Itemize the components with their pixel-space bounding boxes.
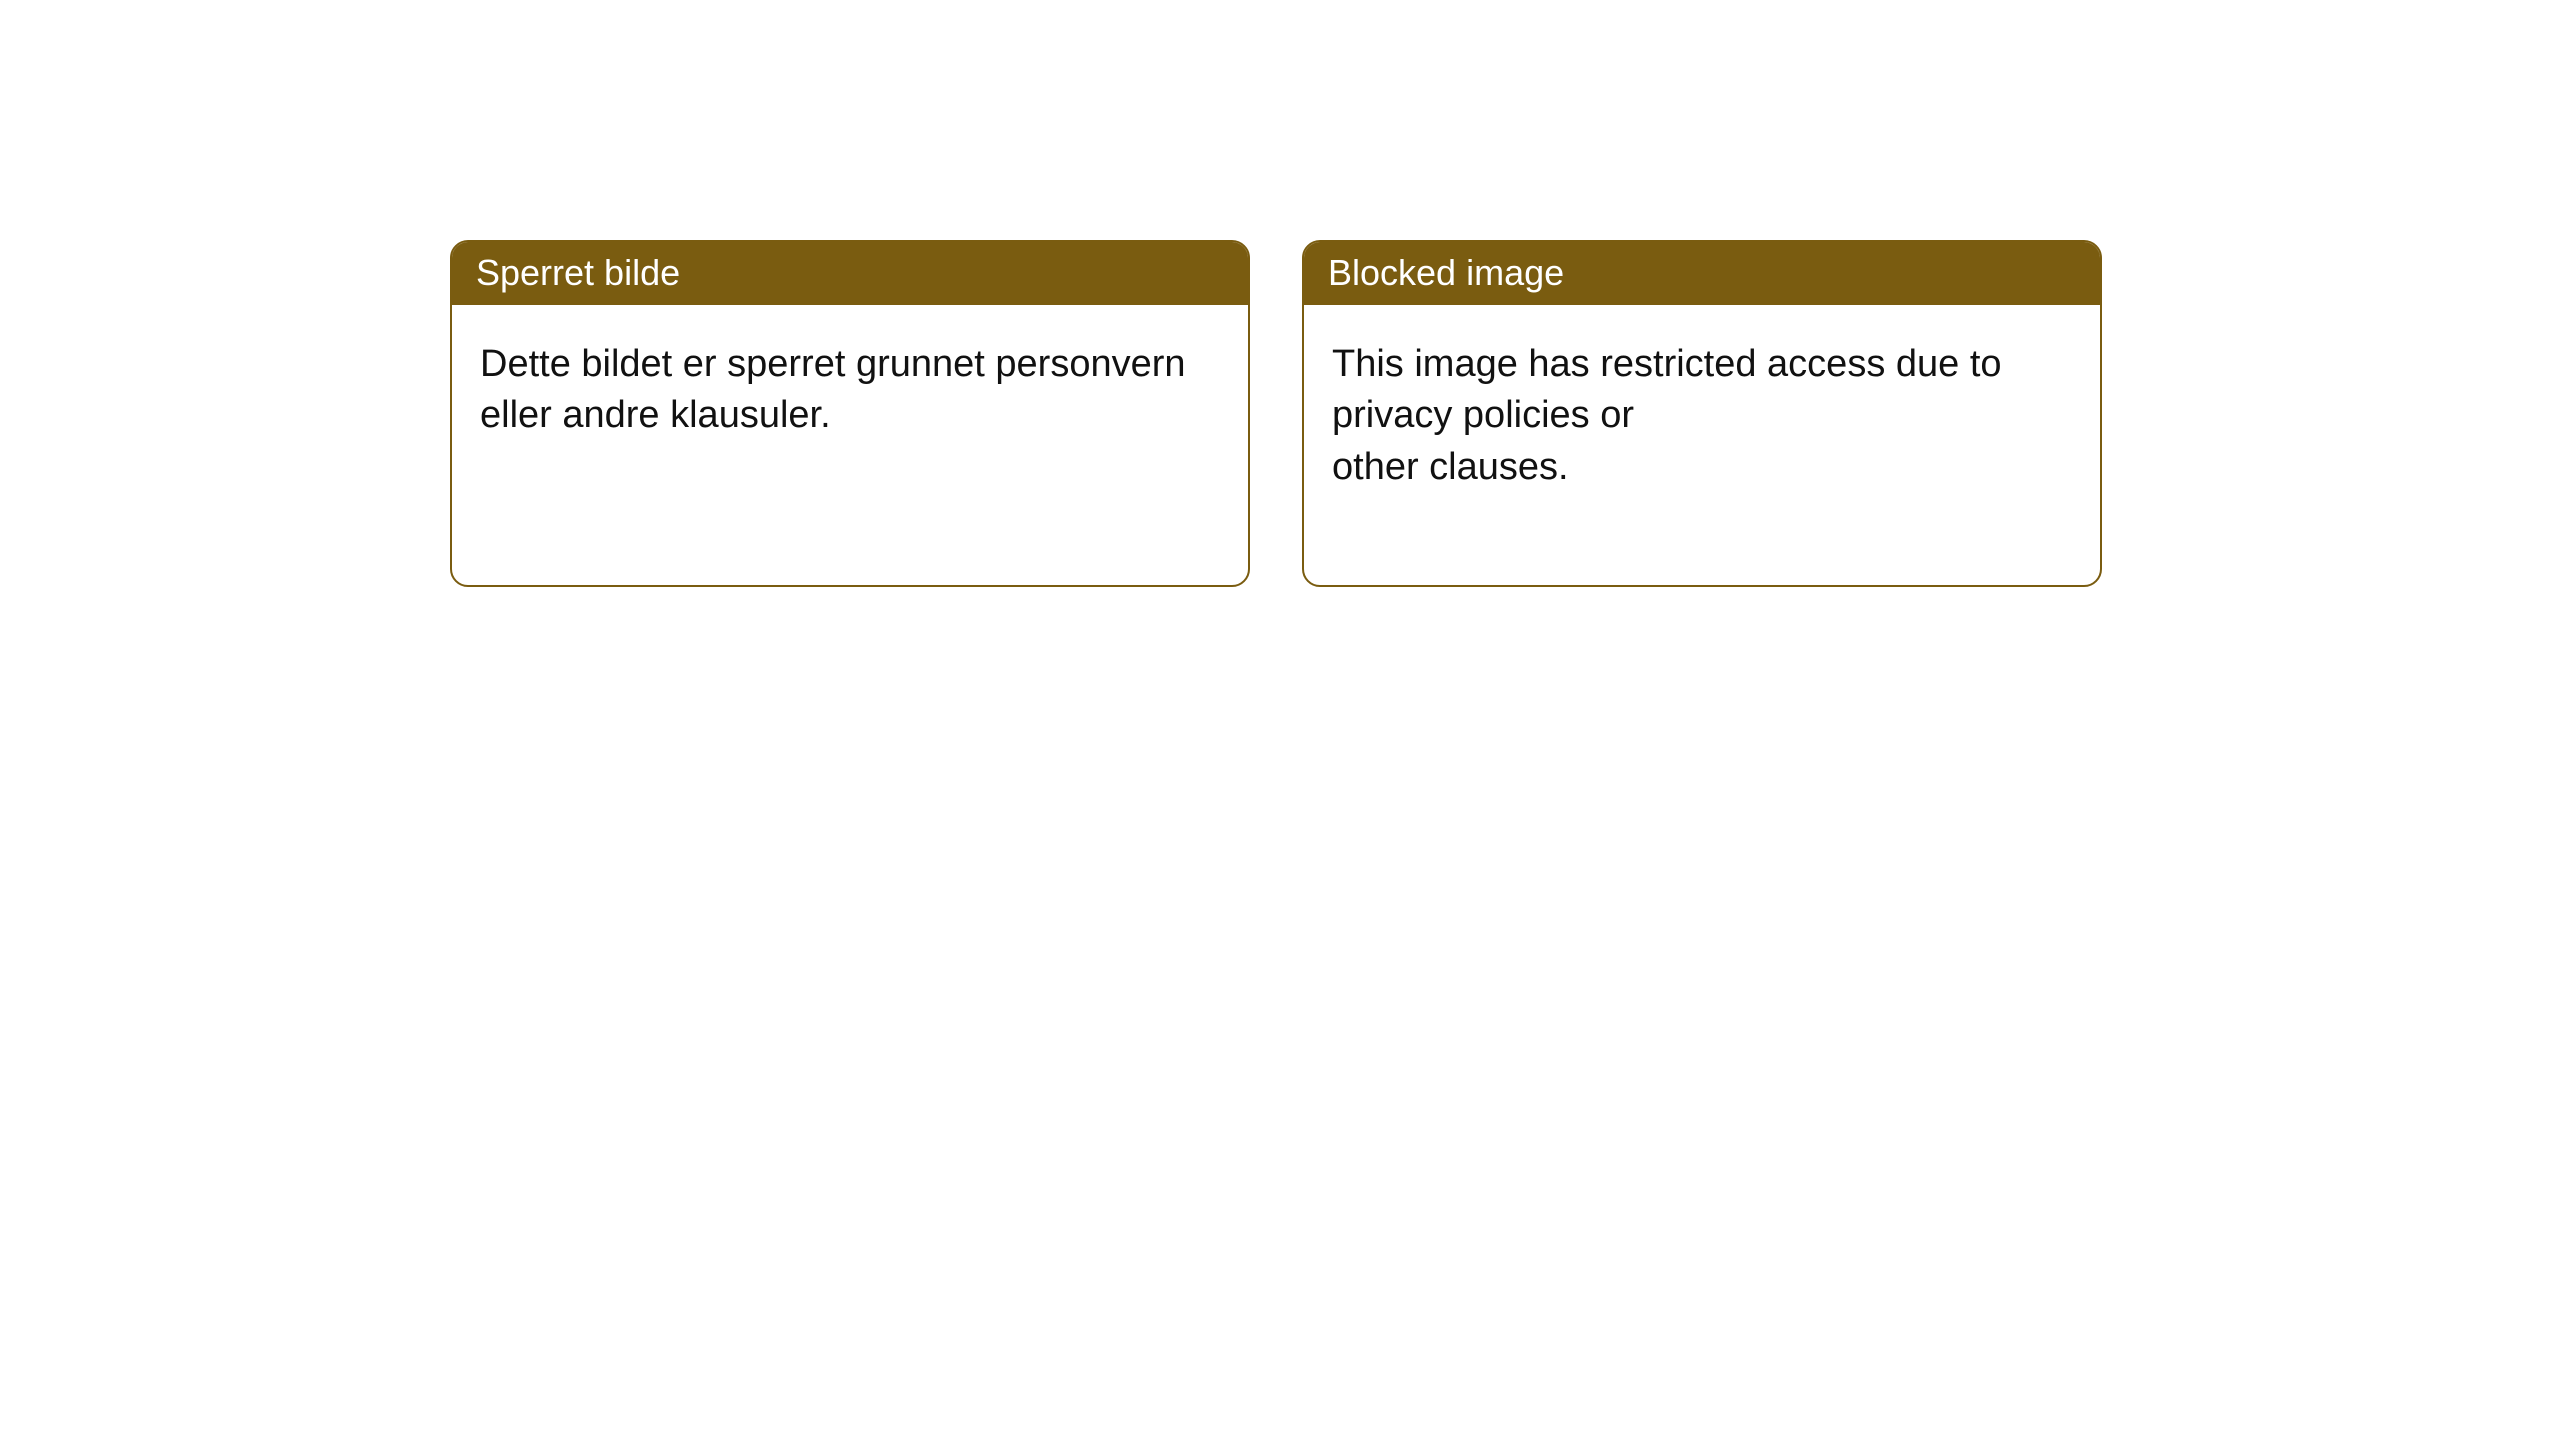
notice-card-norwegian: Sperret bilde Dette bildet er sperret gr… — [450, 240, 1250, 587]
notice-card-body: This image has restricted access due to … — [1304, 305, 2100, 585]
page-root: Sperret bilde Dette bildet er sperret gr… — [0, 0, 2560, 1440]
notice-card-english: Blocked image This image has restricted … — [1302, 240, 2102, 587]
notice-card-body: Dette bildet er sperret grunnet personve… — [452, 305, 1248, 534]
notice-card-title: Blocked image — [1304, 242, 2100, 305]
notice-card-title: Sperret bilde — [452, 242, 1248, 305]
notice-cards-row: Sperret bilde Dette bildet er sperret gr… — [450, 240, 2102, 587]
